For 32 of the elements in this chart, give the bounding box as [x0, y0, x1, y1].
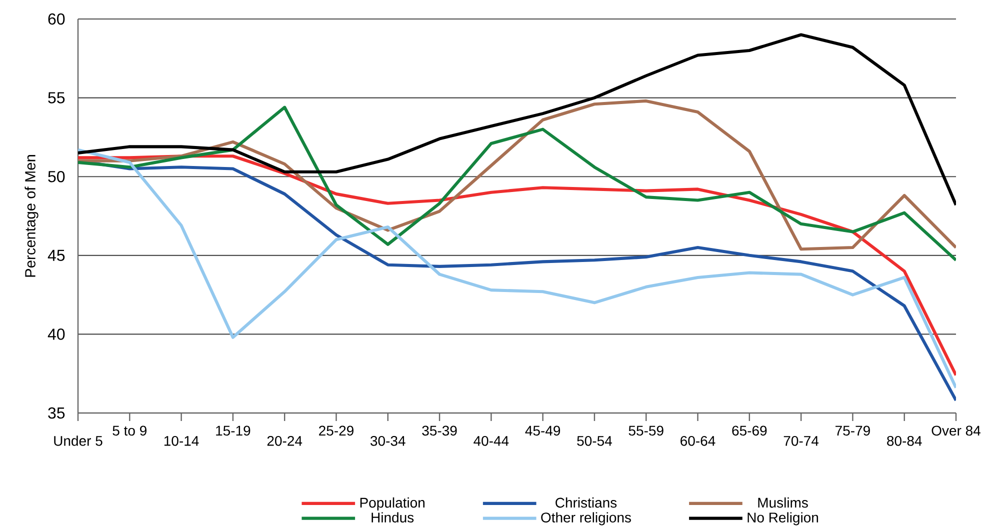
- legend-label: Christians: [556, 497, 617, 508]
- x-tick-label: 30-34: [370, 436, 406, 446]
- x-tick-label: 55-59: [628, 426, 664, 436]
- legend-label: Other religions: [541, 512, 631, 526]
- line-series: [78, 33, 956, 207]
- y-tick-label: 45: [48, 250, 65, 261]
- y-tick-label: 50: [48, 170, 65, 182]
- x-tick-label: 10-14: [164, 436, 199, 446]
- legend-label: Hindus: [372, 512, 414, 522]
- x-tick-label: 25-29: [319, 426, 354, 436]
- y-axis-title: Percentage of Men: [24, 155, 38, 277]
- x-tick-label: 70-74: [784, 436, 819, 446]
- x-tick-label: 65-69: [732, 426, 767, 436]
- y-tick-label: 60: [48, 13, 65, 25]
- x-tick-label: 80-84: [887, 436, 922, 446]
- x-tick-label: 15-19: [216, 426, 250, 436]
- x-tick-label: 20-24: [267, 436, 302, 446]
- x-tick-label: 75-79: [836, 426, 870, 436]
- y-tick-label: 40: [48, 328, 65, 340]
- legend-label: Muslims: [758, 497, 808, 508]
- x-tick-label: 60-64: [680, 436, 716, 446]
- x-tick-label: 50-54: [577, 436, 612, 446]
- x-tick-label: Over 84: [932, 426, 980, 436]
- x-tick-label: 5 to 9: [112, 426, 146, 436]
- legend-label: Population: [360, 497, 424, 510]
- y-tick-label: 55: [48, 92, 65, 104]
- x-tick-label: 45-49: [525, 426, 560, 436]
- y-tick-label: 35: [48, 407, 65, 419]
- legend-label: No Religion: [748, 512, 818, 526]
- x-tick-label: Under 5: [54, 436, 102, 446]
- x-tick-label: 35-39: [422, 426, 457, 436]
- x-tick-label: 40-44: [474, 436, 509, 446]
